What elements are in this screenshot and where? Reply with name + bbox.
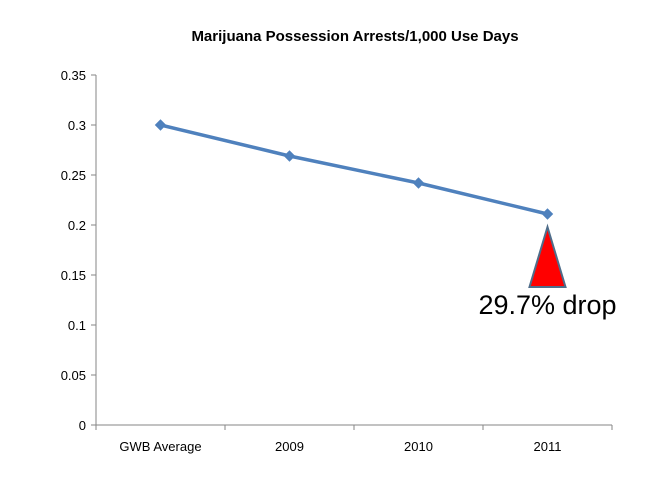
x-tick-label: 2009	[275, 439, 304, 454]
y-tick-label: 0.35	[61, 68, 86, 83]
data-point-marker	[541, 208, 554, 220]
annotation: 29.7% drop	[478, 223, 617, 320]
y-tick-label: 0.3	[68, 118, 86, 133]
drop-triangle-marker	[528, 223, 567, 288]
y-tick-label: 0	[79, 418, 86, 433]
y-tick-label: 0.15	[61, 268, 86, 283]
y-axis: 0 0.05 0.1 0.15 0.2 0.25 0.3 0.35	[61, 68, 97, 433]
y-tick-label: 0.25	[61, 168, 86, 183]
data-point-marker	[412, 177, 425, 189]
annotation-label: 29.7% drop	[478, 290, 616, 320]
x-tick-label: GWB Average	[119, 439, 201, 454]
x-tick-label: 2010	[404, 439, 433, 454]
y-tick-label: 0.2	[68, 218, 86, 233]
y-tick-label: 0.05	[61, 368, 86, 383]
y-tick-label: 0.1	[68, 318, 86, 333]
x-axis: GWB Average 2009 2010 2011	[95, 424, 613, 454]
x-tick-label: 2011	[534, 439, 562, 454]
series-line	[154, 119, 554, 220]
chart-title: Marijuana Possession Arrests/1,000 Use D…	[191, 28, 518, 45]
series-line-path	[158, 123, 550, 216]
data-point-marker	[283, 150, 296, 162]
data-point-marker	[154, 119, 167, 131]
